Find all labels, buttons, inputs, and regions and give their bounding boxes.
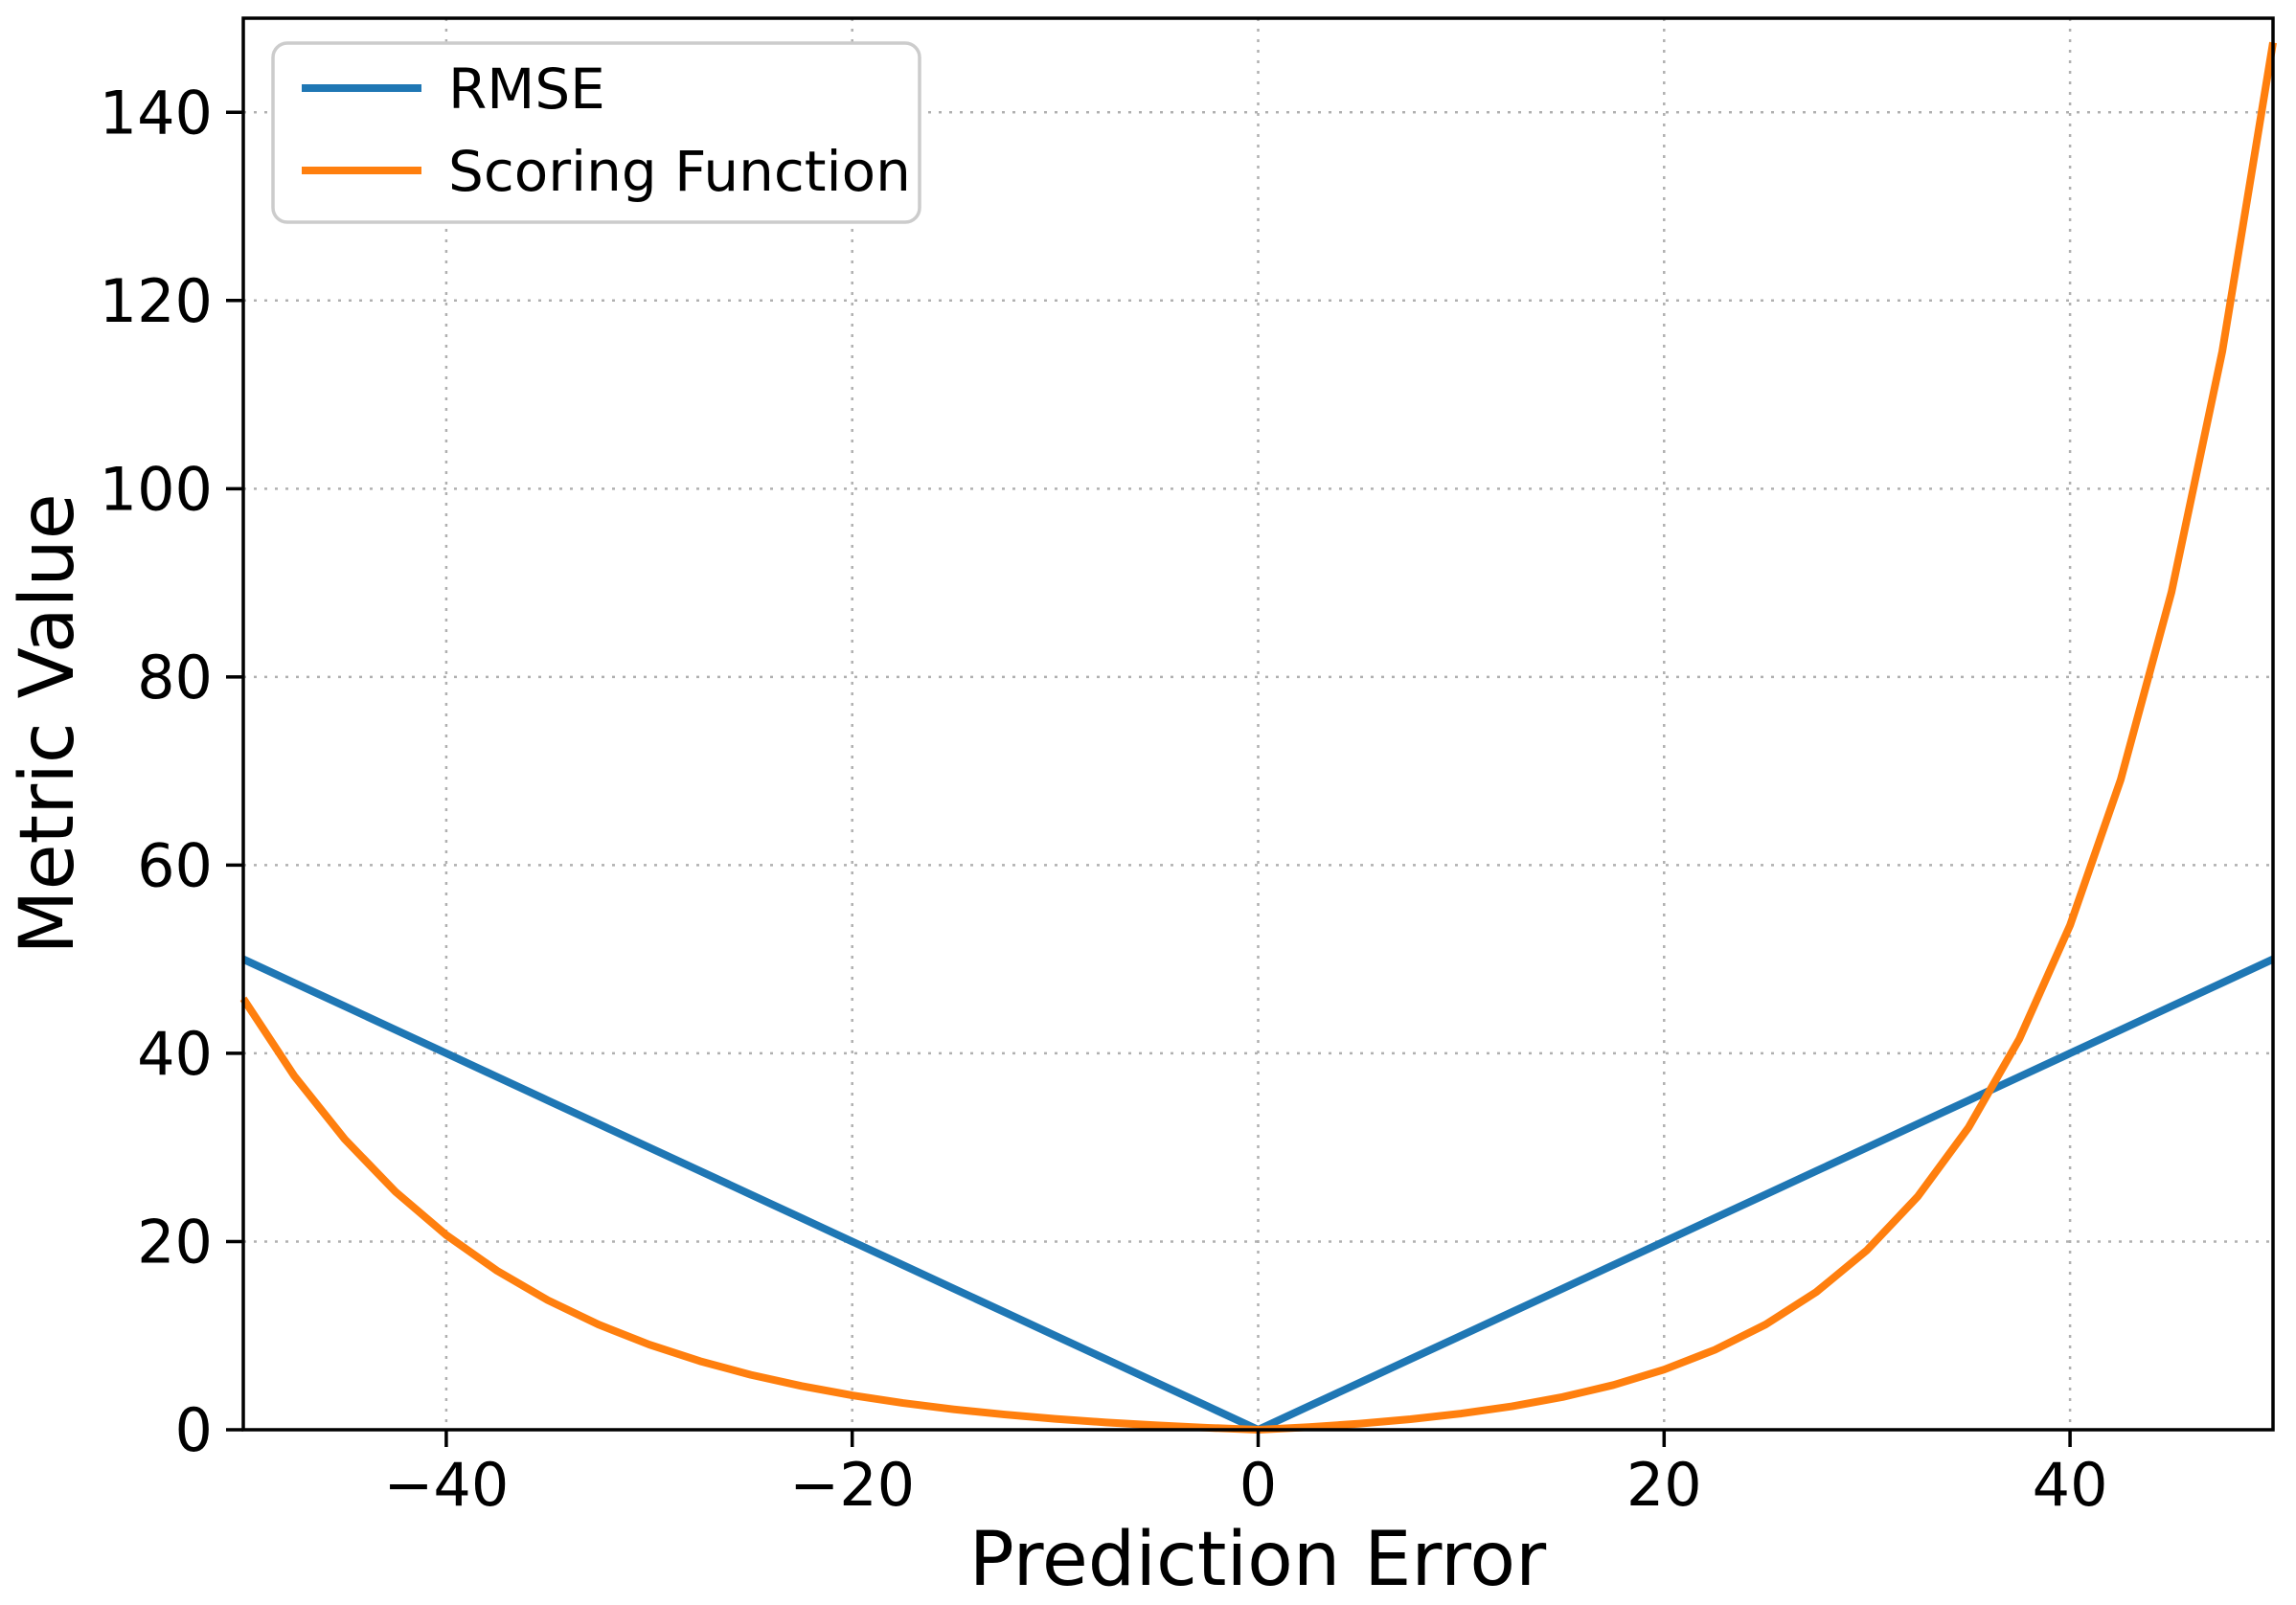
y-axis-label: Metric Value — [5, 493, 91, 954]
tick-labels: −40 −20 0 20 40 0 20 40 60 80 100 120 140 — [100, 78, 2108, 1520]
x-tick-label: −20 — [789, 1450, 915, 1520]
legend: RMSE Scoring Function — [271, 41, 921, 224]
y-tick-label: 0 — [175, 1395, 213, 1465]
x-axis-label: Prediction Error — [969, 1517, 1547, 1601]
y-tick-label: 40 — [137, 1019, 213, 1089]
gridlines — [243, 18, 2273, 1432]
y-tick-label: 120 — [100, 266, 213, 336]
x-tick-label: 40 — [2033, 1450, 2108, 1520]
y-tick-label: 60 — [137, 830, 213, 900]
y-tick-label: 20 — [137, 1207, 213, 1277]
x-tick-label: 20 — [1626, 1450, 1702, 1520]
tick-marks — [226, 110, 2072, 1447]
y-tick-label: 100 — [100, 454, 213, 524]
x-tick-label: −40 — [383, 1450, 509, 1520]
y-tick-label: 140 — [100, 78, 213, 147]
legend-box — [271, 41, 921, 224]
legend-label-rmse: RMSE — [448, 57, 605, 122]
legend-label-scoring-function: Scoring Function — [448, 139, 911, 204]
y-tick-label: 80 — [137, 643, 213, 712]
x-tick-label: 0 — [1239, 1450, 1277, 1520]
